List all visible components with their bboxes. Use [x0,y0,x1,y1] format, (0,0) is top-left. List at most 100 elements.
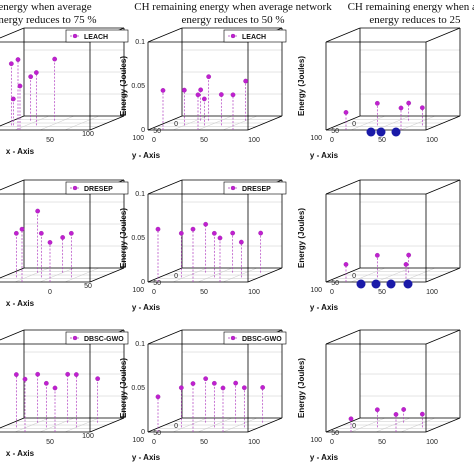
box-edge [425,179,461,195]
box-edge [425,267,461,283]
ch-energy-point [13,230,19,236]
ch-energy-point [190,381,196,386]
legend-box [65,29,129,43]
ch-energy-point [343,110,349,115]
box-edge [325,27,361,43]
box-edge [325,329,361,345]
y-tick-label: 50 [153,430,161,437]
subplot-dbsc-gwo-1: 0 0.05 0.1 Energy (Joules) 0 50 100 y - Axis 0 50… [119,329,287,462]
ch-energy-point [43,380,49,386]
box-edge [0,27,25,39]
x-tick-label: 100 [248,289,260,296]
ch-energy-point [203,221,209,227]
ch-energy-point [238,239,244,245]
dead-node-point [356,279,366,289]
y-tick-label: 100 [132,135,144,142]
box-edge [147,179,183,195]
floor-grid-line [39,417,75,433]
x-axis-label: x - Axis [6,147,35,156]
box-edge [147,27,183,43]
ch-energy-point [38,230,44,236]
column-title-line: CH remaining energy when av [348,1,474,13]
box-edge [0,417,25,429]
z-tick-label: 0.05 [131,385,145,392]
x-tick-label: 100 [82,433,94,440]
box-edge [147,115,183,131]
ch-energy-point [398,105,404,111]
ch-energy-point [343,262,349,267]
ch-energy-point [8,61,14,67]
x-tick-label: 50 [46,439,54,446]
ch-energy-point [10,96,16,102]
z-tick-label: 0.05 [131,235,145,242]
ch-energy-point [374,407,380,413]
z-tick-label: 0 [141,127,145,134]
ch-energy-point [230,230,236,236]
y-axis-label: y - Axis [132,453,161,462]
ch-energy-point [52,56,58,62]
z-axis-label: Energy (Joules) [297,56,306,116]
box-edge [247,267,283,283]
ch-energy-point [374,252,380,258]
legend-label: DBSC-GWO [84,336,124,343]
ch-energy-point [211,230,217,236]
ch-energy-point [195,92,201,98]
ch-energy-point [233,380,239,386]
legend-marker [230,335,236,341]
box-edge [0,267,25,279]
box-edge [247,417,283,433]
subplot-leach-2: Energy (Joules) 0 50 100 y - Axis 0 50 100 [297,27,461,160]
z-axis-label: Energy (Joules) [119,358,128,418]
box-edge [325,417,361,433]
floor-grid-line [375,417,411,433]
x-tick-label: 100 [248,137,260,144]
ch-energy-point [17,83,23,89]
ch-energy-point [28,74,34,80]
ch-energy-point [178,230,184,236]
floor-grid-line [222,417,258,433]
y-tick-label: 100 [310,287,322,294]
box-edge [325,115,361,131]
box-edge [325,267,361,283]
ch-energy-point [220,385,226,391]
legend-label: LEACH [242,34,266,41]
legend-label: DRESEP [84,186,113,193]
x-tick-label: 100 [248,439,260,446]
dead-node-point [366,127,376,137]
floor-grid-line [39,115,75,131]
y-tick-label: 100 [310,135,322,142]
legend-box [223,331,287,345]
dead-node-point [371,279,381,289]
y-tick-label: 50 [331,280,339,287]
ch-energy-point [68,230,74,236]
floor-grid-line [222,115,258,131]
z-tick-label: 0.1 [135,191,145,198]
x-tick-label: 100 [426,137,438,144]
ch-energy-point [155,226,161,232]
y-tick-label: 0 [174,423,178,430]
z-tick-label: 0.1 [135,341,145,348]
dead-node-point [403,279,413,289]
x-tick-label: 100 [82,131,94,138]
floor-grid-line [64,417,100,433]
ch-energy-point [19,226,25,232]
box-edge [147,329,183,345]
floor-grid-line [197,267,233,283]
ch-energy-point [52,385,58,391]
floor-grid-line [39,267,75,283]
legend-box [223,181,287,195]
floor-grid-line [222,267,258,283]
legend-marker [72,185,78,191]
floor-grid-line [400,115,436,131]
y-tick-label: 0 [352,423,356,430]
ch-energy-point [13,372,19,377]
box-edge [89,115,125,131]
y-axis-label: y - Axis [310,303,339,312]
floor-grid-line [197,115,233,131]
z-axis-label: Energy (Joules) [297,208,306,268]
ch-energy-point [374,100,380,106]
ch-energy-point [15,57,21,62]
ch-energy-point [348,416,354,422]
box-edge [89,267,125,283]
